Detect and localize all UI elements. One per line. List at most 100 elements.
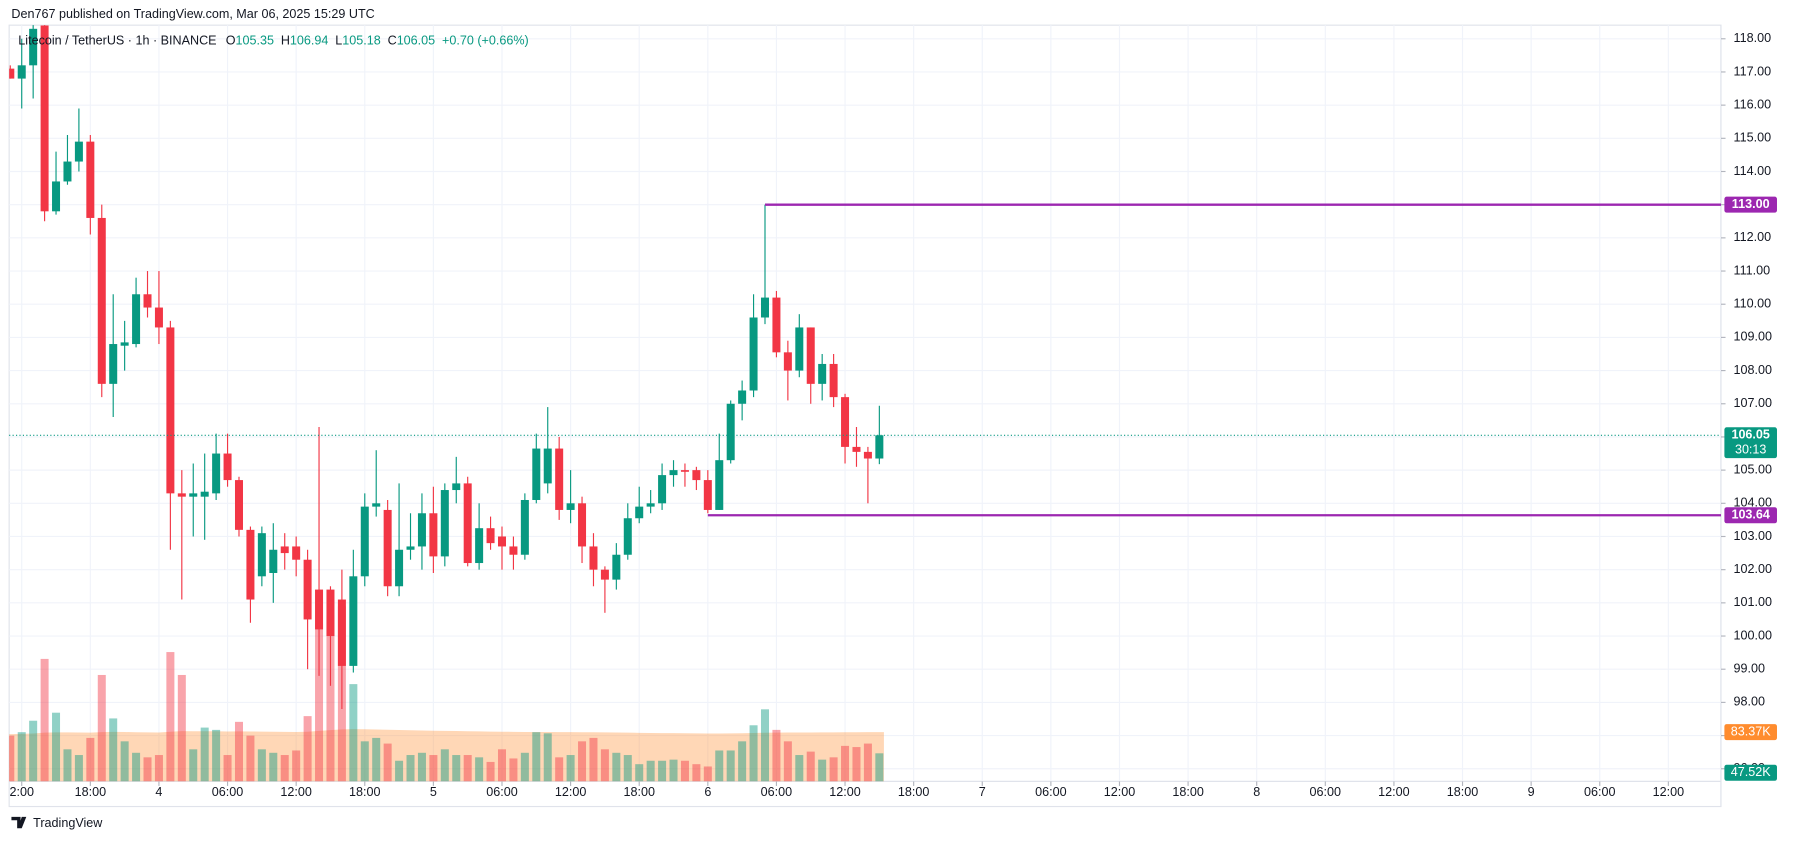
volume-ma-tag	[1724, 724, 1777, 741]
volume-bar	[475, 757, 484, 782]
x-tick-label: 06:00	[1310, 785, 1341, 799]
candle-body	[692, 470, 701, 481]
candle-body	[9, 68, 15, 79]
candle-body	[109, 344, 118, 384]
candle-body	[120, 342, 129, 346]
candle-body	[578, 503, 587, 547]
ohlc-key: O	[226, 34, 236, 48]
publisher: Den767 published on TradingView.com, Mar…	[11, 7, 374, 21]
volume-pane	[9, 606, 884, 782]
footer-logo: TradingView	[11, 816, 103, 830]
ohlc-change: +0.70 (+0.66%)	[442, 34, 529, 48]
x-tick-label: 4	[155, 785, 162, 799]
y-tick-label: 98.00	[1734, 695, 1765, 709]
candle-body	[406, 546, 415, 550]
volume-bar	[257, 749, 266, 782]
candle-body	[532, 448, 541, 500]
candle-body	[818, 363, 827, 384]
candle-body	[509, 546, 518, 555]
volume-bar	[372, 737, 381, 782]
volume-bar	[189, 749, 198, 782]
y-tick-label: 108.00	[1734, 363, 1772, 377]
volume-bar	[132, 752, 141, 782]
volume-bar	[726, 750, 735, 782]
y-tick-label: 103.00	[1734, 529, 1772, 543]
candle-body	[52, 181, 61, 212]
volume-bar	[360, 741, 369, 782]
x-tick-label: 18:00	[898, 785, 929, 799]
y-tick-label: 101.00	[1734, 595, 1772, 609]
candle-body	[566, 503, 575, 510]
candle-body	[395, 549, 404, 587]
candle-body	[63, 161, 72, 182]
volume-bar	[760, 709, 770, 782]
y-tick-label: 109.00	[1734, 330, 1772, 344]
volume-bar	[463, 755, 472, 782]
candle-body	[475, 528, 484, 564]
volume-bar	[578, 741, 587, 782]
volume-bar	[452, 755, 461, 782]
volume-bar	[749, 725, 758, 782]
volume-bar	[234, 721, 243, 782]
candle-body	[841, 397, 850, 447]
ohlc-value: 105.35	[236, 34, 274, 48]
volume-bar	[658, 760, 667, 782]
level-label: 103.64	[1731, 508, 1769, 522]
ohlc-key: H	[281, 34, 290, 48]
volume-bar	[63, 749, 72, 782]
x-tick-label: 9	[1528, 785, 1535, 799]
volume-bar	[315, 623, 324, 782]
y-tick-label: 116.00	[1734, 97, 1772, 111]
x-tick-label: 12:00	[1378, 785, 1409, 799]
candle-body	[74, 141, 83, 162]
candle-body	[143, 294, 152, 308]
volume-bar	[520, 752, 529, 782]
volume-bar	[52, 712, 61, 782]
candle-body	[486, 528, 495, 544]
candle-body	[635, 506, 644, 519]
level-tag	[1724, 507, 1777, 524]
candle-body	[212, 453, 221, 494]
volume-bar	[303, 716, 312, 782]
candle-body	[543, 448, 552, 484]
candle-body	[280, 546, 289, 554]
candle-body	[132, 294, 141, 345]
last-price-tag	[1724, 427, 1777, 459]
volume-bar	[429, 755, 438, 782]
volume-bar	[623, 755, 632, 782]
volume-bar	[497, 749, 506, 782]
ohlc-value: 106.94	[290, 34, 328, 48]
volume-bar	[177, 674, 186, 782]
volume-bar	[852, 747, 861, 782]
candle-body	[623, 518, 632, 555]
ohlc-value: 106.05	[397, 34, 435, 48]
x-tick-label: 12:00	[555, 785, 586, 799]
volume-bar	[555, 757, 564, 782]
x-tick-label: 12:00	[1653, 785, 1684, 799]
candle-body	[703, 480, 712, 510]
volume-bar	[97, 674, 106, 782]
candle-body	[555, 448, 564, 510]
volume-bar	[143, 757, 152, 782]
candle-body	[40, 25, 49, 212]
candle-body	[257, 533, 266, 577]
candle-body	[852, 446, 861, 452]
volume-bar	[9, 735, 15, 782]
volume-bar	[349, 684, 358, 782]
candle-body	[223, 453, 232, 481]
candle-body	[806, 327, 815, 384]
candle-body	[246, 529, 255, 600]
volume-bar	[875, 753, 884, 782]
candle-body	[589, 546, 598, 570]
volume-bar	[246, 735, 255, 782]
volume-bar	[795, 755, 804, 782]
volume-bar	[109, 718, 118, 782]
candle-body	[863, 451, 872, 459]
y-tick-label: 100.00	[1734, 628, 1772, 642]
y-tick-label: 114.00	[1734, 164, 1772, 178]
candle-body	[497, 536, 506, 547]
y-tick-label: 112.00	[1734, 230, 1772, 244]
x-tick-label: 06:00	[1584, 785, 1615, 799]
volume-bar	[806, 751, 815, 782]
